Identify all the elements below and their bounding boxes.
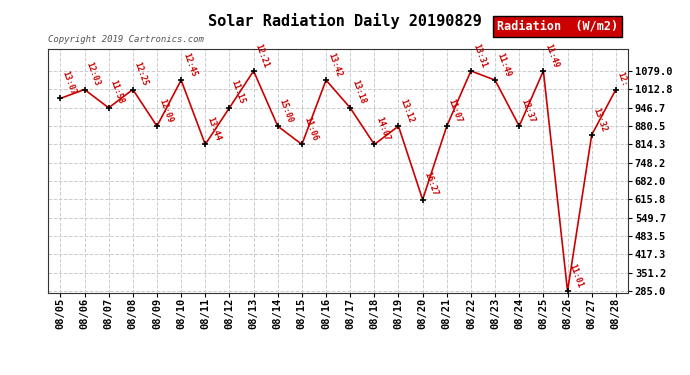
Text: 12:21: 12:21 (254, 42, 270, 69)
Legend: Radiation  (W/m2): Radiation (W/m2) (493, 16, 622, 37)
Text: 11:58: 11:58 (109, 79, 126, 106)
Text: 11:49: 11:49 (495, 51, 512, 78)
Text: 11:49: 11:49 (544, 42, 560, 69)
Text: 13:18: 13:18 (350, 79, 367, 106)
Text: 16:27: 16:27 (422, 171, 440, 197)
Text: 11:01: 11:01 (567, 262, 584, 289)
Text: 11:15: 11:15 (229, 79, 246, 106)
Text: 12:25: 12:25 (132, 61, 150, 87)
Text: 13:44: 13:44 (206, 116, 222, 142)
Text: 12:09: 12:09 (157, 98, 174, 124)
Text: 14:07: 14:07 (374, 116, 391, 142)
Text: 12:45: 12:45 (181, 51, 198, 78)
Text: 13:31: 13:31 (471, 42, 488, 69)
Text: 13:12: 13:12 (398, 98, 415, 124)
Text: 12:: 12: (615, 70, 629, 87)
Text: 12:03: 12:03 (85, 61, 101, 87)
Text: 13:07: 13:07 (61, 70, 77, 96)
Text: Solar Radiation Daily 20190829: Solar Radiation Daily 20190829 (208, 13, 482, 29)
Text: 11:07: 11:07 (447, 98, 464, 124)
Text: 15:00: 15:00 (277, 98, 295, 124)
Text: 11:06: 11:06 (302, 116, 319, 142)
Text: 12:37: 12:37 (519, 98, 536, 124)
Text: Copyright 2019 Cartronics.com: Copyright 2019 Cartronics.com (48, 35, 204, 44)
Text: 13:42: 13:42 (326, 51, 343, 78)
Text: 13:32: 13:32 (591, 106, 609, 133)
